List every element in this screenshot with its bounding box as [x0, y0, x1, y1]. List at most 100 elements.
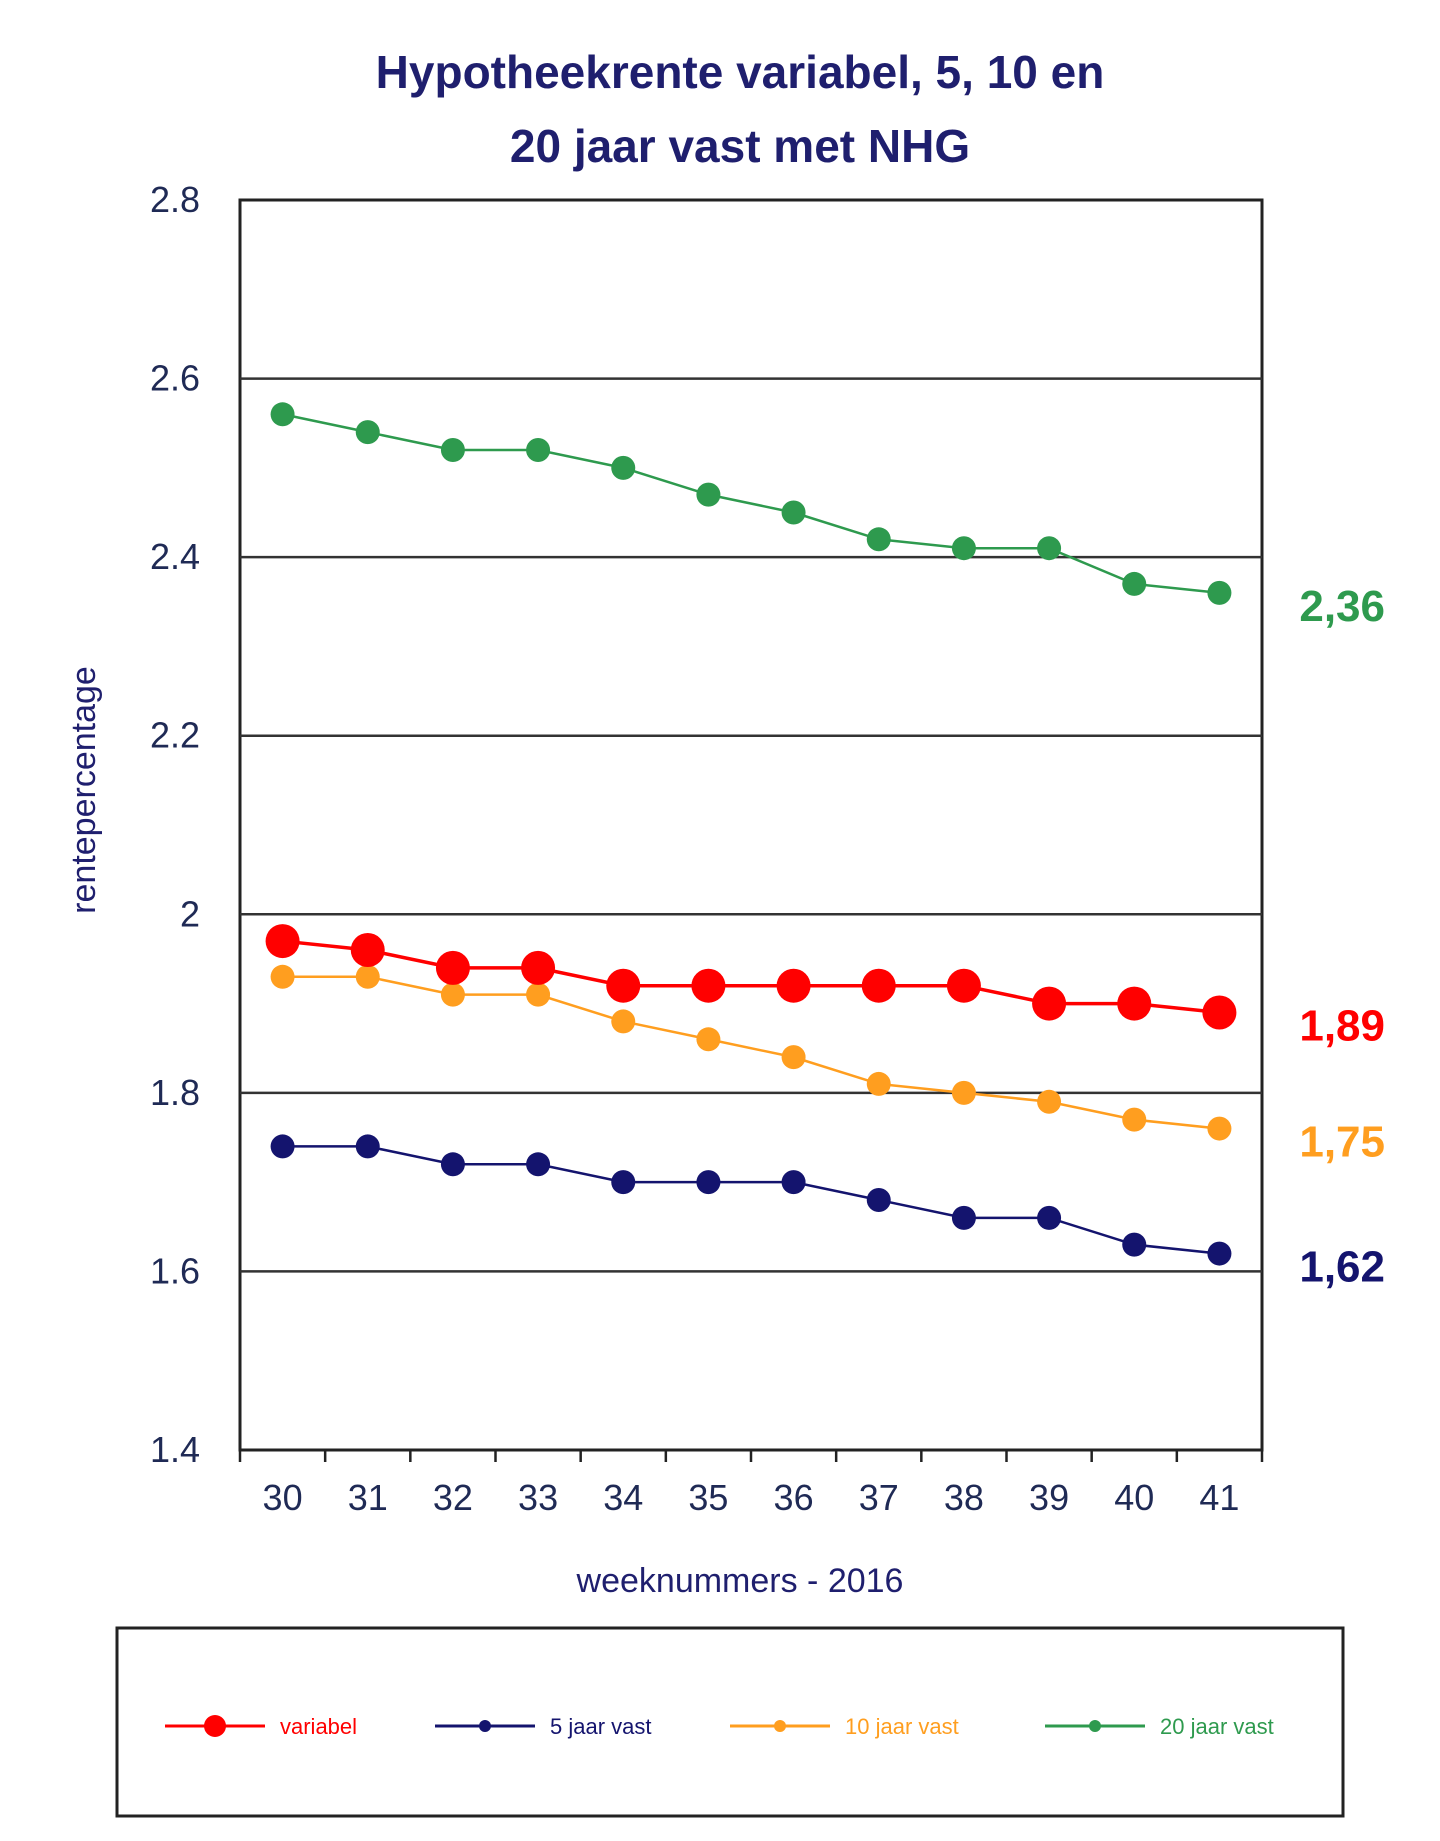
legend-label: variabel — [280, 1714, 357, 1739]
data-point — [696, 482, 721, 507]
data-point — [951, 1205, 976, 1230]
x-tick-label: 41 — [1199, 1477, 1239, 1518]
y-tick-label: 2.2 — [150, 715, 200, 756]
y-tick-label: 2.6 — [150, 358, 200, 399]
data-point — [270, 964, 295, 989]
data-point — [781, 1170, 806, 1195]
x-tick-label: 39 — [1029, 1477, 1069, 1518]
y-tick-label: 1.6 — [150, 1250, 200, 1291]
y-tick-label: 2.8 — [150, 179, 200, 220]
data-point — [440, 438, 465, 462]
data-point — [265, 924, 300, 959]
plot-area — [238, 198, 1264, 1452]
data-point — [435, 950, 470, 985]
x-axis-ticks: 30 31 32 33 34 35 36 37 38 39 40 41 — [238, 1450, 1264, 1518]
x-tick-label: 34 — [603, 1477, 643, 1518]
y-tick-label: 1.4 — [150, 1429, 200, 1470]
series-20-jaar-vast — [270, 402, 1232, 605]
legend-swatch-marker — [204, 1715, 226, 1737]
data-point — [1122, 1232, 1147, 1257]
data-point — [1037, 1205, 1062, 1230]
data-point — [1037, 1089, 1062, 1114]
x-tick-label: 36 — [774, 1477, 814, 1518]
data-point — [696, 1170, 721, 1195]
data-point — [270, 402, 295, 427]
data-point — [776, 968, 811, 1003]
x-tick-label: 35 — [688, 1477, 728, 1518]
data-point — [946, 968, 981, 1003]
data-point — [355, 420, 380, 445]
data-point — [951, 536, 976, 561]
data-point — [781, 1045, 806, 1070]
x-tick-label: 31 — [348, 1477, 388, 1518]
data-point — [350, 933, 385, 967]
chart-title-line-1: Hypotheekrente variabel, 5, 10 en — [376, 46, 1105, 98]
x-tick-label: 32 — [433, 1477, 473, 1518]
data-point — [1207, 580, 1232, 605]
y-axis-ticks: 1.4 1.6 1.8 2 2.2 2.4 2.6 2.8 — [150, 179, 200, 1470]
chart-title-line-2: 20 jaar vast met NHG — [510, 120, 970, 172]
data-point — [1207, 1241, 1232, 1266]
data-point — [270, 1134, 295, 1159]
series-line — [282, 1145, 1220, 1255]
data-point — [526, 1152, 551, 1177]
y-axis-title: rentepercentage — [65, 666, 103, 914]
end-value-label: 2,36 — [1299, 582, 1385, 631]
data-point — [611, 455, 636, 480]
end-value-label: 1,89 — [1299, 1002, 1385, 1051]
legend-entries: variabel 5 jaar vast 10 jaar vast 20 jaar v… — [165, 1714, 1274, 1739]
legend-item: variabel — [165, 1714, 357, 1739]
series-line — [282, 413, 1220, 595]
data-point — [1117, 986, 1152, 1021]
end-labels: 2,36 1,75 1,62 1,89 — [1299, 582, 1385, 1292]
x-tick-label: 33 — [518, 1477, 558, 1518]
chart-title: Hypotheekrente variabel, 5, 10 en 20 jaa… — [376, 46, 1105, 172]
data-point — [866, 1188, 891, 1212]
data-point — [1122, 571, 1147, 596]
data-point — [861, 968, 896, 1003]
data-point — [355, 1134, 380, 1159]
data-point — [355, 964, 380, 989]
data-point — [606, 968, 641, 1003]
legend-label: 5 jaar vast — [550, 1714, 652, 1739]
data-point — [951, 1080, 976, 1105]
data-point — [1207, 1116, 1232, 1141]
data-point — [440, 1152, 465, 1177]
data-point — [1202, 995, 1237, 1030]
data-point — [866, 527, 891, 552]
legend-item: 5 jaar vast — [435, 1714, 652, 1739]
data-point — [611, 1170, 636, 1195]
legend-swatch-marker — [1089, 1720, 1101, 1732]
gridlines — [240, 377, 1262, 1273]
legend — [115, 1626, 1345, 1818]
legend-label: 10 jaar vast — [845, 1714, 959, 1739]
data-point — [611, 1009, 636, 1034]
legend-item: 20 jaar vast — [1045, 1714, 1274, 1739]
data-point — [691, 968, 726, 1003]
data-point — [1122, 1107, 1147, 1132]
data-point — [526, 438, 551, 462]
data-point — [521, 950, 556, 985]
data-point — [526, 982, 551, 1007]
x-tick-label: 37 — [859, 1477, 899, 1518]
series-5-jaar-vast — [270, 1134, 1232, 1266]
data-point — [866, 1071, 891, 1096]
x-axis-title: weeknummers - 2016 — [576, 1562, 904, 1600]
x-tick-label: 40 — [1114, 1477, 1154, 1518]
end-value-label: 1,62 — [1299, 1243, 1385, 1292]
legend-swatch-marker — [774, 1720, 786, 1732]
legend-item: 10 jaar vast — [730, 1714, 959, 1739]
series-10-jaar-vast — [270, 964, 1232, 1141]
series-line — [282, 975, 1220, 1130]
x-tick-label: 30 — [263, 1477, 303, 1518]
data-point — [440, 982, 465, 1007]
data-point — [781, 500, 806, 525]
data-point — [696, 1027, 721, 1052]
data-point — [1037, 536, 1062, 561]
y-tick-label: 1.8 — [150, 1072, 200, 1113]
y-tick-label: 2.4 — [150, 536, 200, 577]
end-value-label: 1,75 — [1299, 1118, 1385, 1167]
legend-label: 20 jaar vast — [1160, 1714, 1274, 1739]
data-point — [1032, 986, 1067, 1021]
